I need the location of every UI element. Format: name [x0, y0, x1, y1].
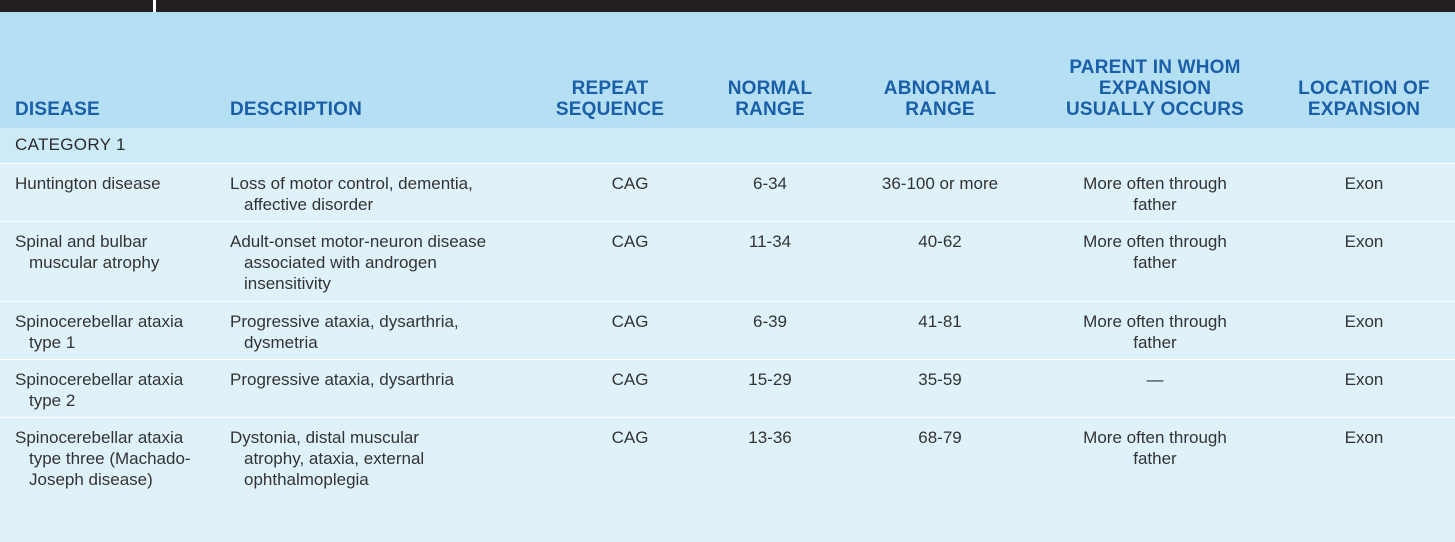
cell-description: Progressive ataxia, dysarthria	[230, 370, 454, 389]
cell-repeat: CAG	[611, 428, 649, 447]
cell-normal-range: 11-34	[748, 232, 792, 251]
header-disease: DISEASE	[15, 99, 100, 120]
cell-abnormal-range: 68-79	[918, 428, 962, 447]
cell-parent: —	[1146, 370, 1164, 389]
header-parent-line2: EXPANSION	[1098, 78, 1212, 99]
header-normal-line2: RANGE	[735, 99, 805, 120]
cell-parent: More often through father	[1083, 232, 1227, 272]
cell-abnormal-range: 36-100 or more	[881, 174, 999, 193]
cell-normal-range: 6-34	[752, 174, 788, 193]
header-abnormal-line1: ABNORMAL	[883, 78, 997, 99]
cell-parent: More often through father	[1083, 174, 1227, 214]
cell-disease: Spinocerebellar ataxia type 1	[15, 312, 184, 352]
cell-disease: Spinocerebellar ataxia type three (Macha…	[15, 428, 191, 489]
table-row: Spinal and bulbar muscular atrophy Adult…	[0, 222, 1455, 302]
cell-description: Adult-onset motor-neuron disease associa…	[230, 232, 487, 293]
cell-abnormal-range: 41-81	[918, 312, 962, 331]
cell-abnormal-range: 40-62	[918, 232, 962, 251]
header-abnormal-line2: RANGE	[905, 99, 975, 120]
header-parent: PARENT IN WHOM EXPANSION USUALLY OCCURS	[1040, 57, 1270, 120]
header-repeat-sequence: REPEAT SEQUENCE	[530, 78, 690, 120]
cell-repeat: CAG	[611, 174, 649, 193]
table-row: Spinocerebellar ataxia type 2 Progressiv…	[0, 360, 1455, 418]
header-description-text: DESCRIPTION	[230, 99, 363, 120]
cell-location: Exon	[1344, 428, 1384, 447]
header-normal-range: NORMAL RANGE	[700, 78, 840, 120]
cell-description: Progressive ataxia, dysarthria, dysmetri…	[230, 312, 459, 352]
cell-abnormal-range: 35-59	[918, 370, 962, 389]
table-row: Spinocerebellar ataxia type 1 Progressiv…	[0, 302, 1455, 360]
table-row: Spinocerebellar ataxia type three (Macha…	[0, 418, 1455, 542]
cell-description: Loss of motor control, dementia, affecti…	[230, 174, 473, 214]
cell-location: Exon	[1344, 312, 1384, 331]
cell-location: Exon	[1344, 232, 1384, 251]
header-disease-text: DISEASE	[15, 99, 100, 120]
cell-parent: More often through father	[1083, 312, 1227, 352]
header-location-line2: EXPANSION	[1307, 99, 1421, 120]
header-repeat-line2: SEQUENCE	[555, 99, 665, 120]
cell-parent: More often through father	[1083, 428, 1227, 468]
top-bar	[0, 0, 1455, 12]
cell-repeat: CAG	[611, 312, 649, 331]
category-label: CATEGORY 1	[15, 135, 126, 154]
table-header-row: DISEASE DESCRIPTION REPEAT SEQUENCE NORM…	[0, 12, 1455, 128]
cell-disease: Spinocerebellar ataxia type 2	[15, 370, 184, 410]
cell-location: Exon	[1344, 370, 1384, 389]
cell-normal-range: 6-39	[752, 312, 788, 331]
header-location: LOCATION OF EXPANSION	[1278, 78, 1450, 120]
top-bar-divider	[153, 0, 156, 12]
cell-normal-range: 13-36	[748, 428, 792, 447]
header-description: DESCRIPTION	[230, 99, 362, 120]
cell-repeat: CAG	[611, 232, 649, 251]
header-parent-line1: PARENT IN WHOM	[1069, 57, 1241, 78]
header-normal-line1: NORMAL	[727, 78, 813, 99]
category-row: CATEGORY 1	[0, 128, 1455, 164]
header-repeat-line1: REPEAT	[571, 78, 649, 99]
cell-disease: Spinal and bulbar muscular atrophy	[15, 232, 160, 272]
table-row: Huntington disease Loss of motor control…	[0, 164, 1455, 222]
cell-description: Dystonia, distal muscular atrophy, ataxi…	[230, 428, 425, 489]
cell-location: Exon	[1344, 174, 1384, 193]
cell-normal-range: 15-29	[748, 370, 792, 389]
header-location-line1: LOCATION OF	[1298, 78, 1430, 99]
header-abnormal-range: ABNORMAL RANGE	[850, 78, 1030, 120]
cell-repeat: CAG	[611, 370, 649, 389]
cell-disease: Huntington disease	[15, 174, 161, 193]
header-parent-line3: USUALLY OCCURS	[1065, 99, 1245, 120]
disease-table: DISEASE DESCRIPTION REPEAT SEQUENCE NORM…	[0, 12, 1455, 542]
